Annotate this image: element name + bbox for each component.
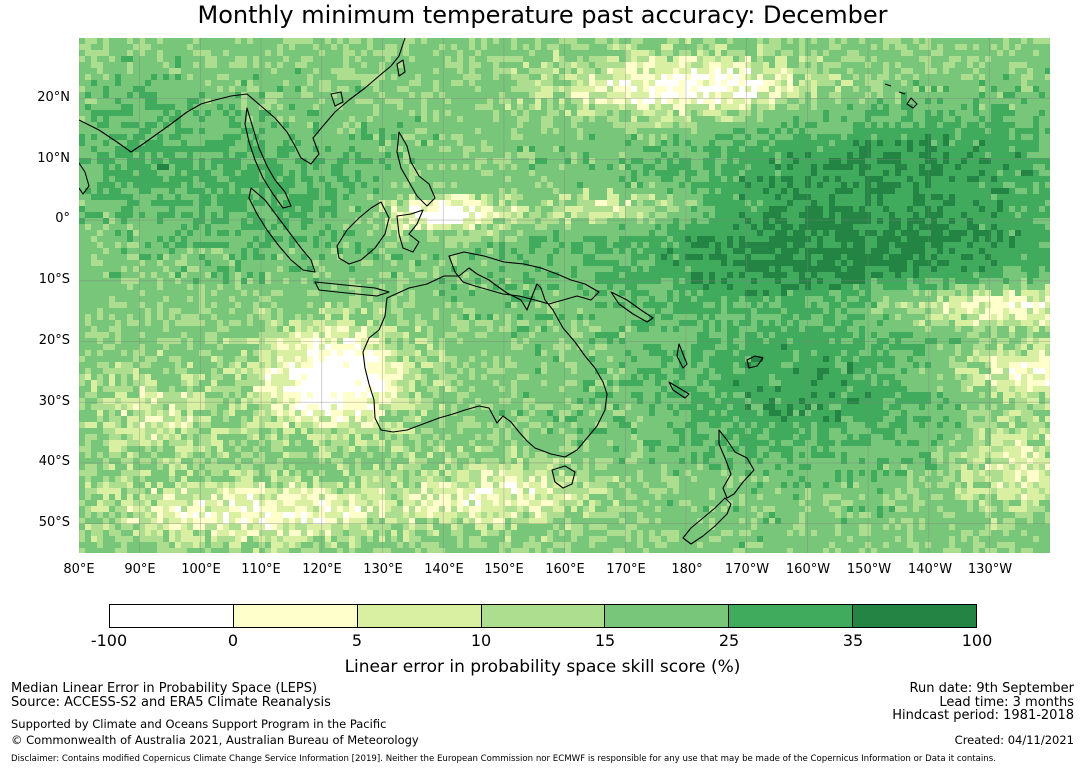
coastline-borneo (336, 201, 390, 265)
coastline-nz-south (682, 497, 732, 545)
lead-time-text: Lead time: 3 months (939, 695, 1074, 710)
copyright-text: © Commonwealth of Australia 2021, Austra… (11, 733, 419, 747)
colorbar-segment-1 (110, 605, 234, 627)
coastline-new-guinea (448, 251, 600, 305)
created-text: Created: 04/11/2021 (954, 733, 1074, 747)
source-text: Source: ACCESS-S2 and ERA5 Climate Reana… (11, 695, 331, 710)
coastlines (79, 38, 918, 545)
lon-label-170e: 170°E (606, 562, 646, 577)
colorbar (109, 604, 977, 628)
lat-label-10n: 10°N (37, 151, 70, 166)
lon-label-110e: 110°E (241, 562, 281, 577)
coastline-malay-peninsula (244, 107, 292, 209)
colorbar-tick-0: 0 (227, 631, 239, 650)
coastline-solomons (610, 291, 654, 323)
lon-label-130e: 130°E (363, 562, 403, 577)
coastline-australia (362, 267, 608, 458)
method-text: Median Linear Error in Probability Space… (11, 681, 318, 696)
chart-title: Monthly minimum temperature past accurac… (197, 1, 888, 29)
coastline-java (314, 281, 390, 297)
coastline-hainan (330, 91, 344, 107)
lon-label-80e: 80°E (63, 562, 95, 577)
lat-label-0: 0° (55, 211, 70, 226)
coastline-india (79, 162, 90, 195)
coastline-new-caledonia (668, 381, 690, 399)
colorbar-tick-m100: -100 (90, 631, 128, 650)
colorbar-segment-3 (357, 605, 482, 627)
lon-label-140w: 140°W (907, 562, 953, 577)
coastline-vanuatu (676, 343, 688, 369)
run-date-text: Run date: 9th September (909, 681, 1074, 696)
coastline-sumatra (248, 187, 316, 273)
colorbar-tick-35: 35 (842, 631, 864, 650)
lat-label-50s: 50°S (38, 515, 70, 530)
colorbar-segment-6 (729, 605, 854, 627)
coastline-fiji (746, 355, 764, 369)
lon-label-150w: 150°W (846, 562, 892, 577)
coastline-hawaii (884, 83, 918, 109)
lon-label-150e: 150°E (484, 562, 524, 577)
support-text: Supported by Climate and Oceans Support … (11, 717, 387, 731)
colorbar-tick-100: 100 (961, 631, 993, 650)
coastline-mainland-asia (79, 38, 406, 165)
skill-map (79, 38, 1050, 553)
hindcast-text: Hindcast period: 1981-2018 (892, 708, 1074, 723)
colorbar-tick-25: 25 (718, 631, 740, 650)
lon-label-120e: 120°E (302, 562, 342, 577)
coastline-philippines (396, 131, 436, 207)
lat-label-20n: 20°N (37, 90, 70, 105)
colorbar-segment-2 (233, 605, 358, 627)
lon-label-140e: 140°E (424, 562, 464, 577)
lat-label-30s: 30°S (38, 394, 70, 409)
colorbar-segment-4 (481, 605, 606, 627)
lat-label-10s: 10°S (38, 272, 70, 287)
colorbar-tick-15: 15 (594, 631, 616, 650)
disclaimer-text: Disclaimer: Contains modified Copernicus… (11, 754, 996, 764)
lat-label-20s: 20°S (38, 333, 70, 348)
coastline-nz-north (718, 429, 755, 499)
coastline-tasmania (551, 465, 576, 489)
lon-label-100e: 100°E (181, 562, 221, 577)
lon-label-170w: 170°W (724, 562, 770, 577)
lon-label-160e: 160°E (545, 562, 585, 577)
map-gridlines (79, 38, 1050, 553)
colorbar-tick-10: 10 (470, 631, 492, 650)
coastline-sulawesi (396, 209, 424, 253)
coastline-taiwan (396, 59, 406, 77)
colorbar-segment-7 (853, 605, 977, 627)
lat-label-40s: 40°S (38, 454, 70, 469)
lon-label-180: 180° (671, 562, 703, 577)
skill-field (79, 38, 1050, 553)
lon-label-90e: 90°E (124, 562, 156, 577)
colorbar-tick-5: 5 (351, 631, 363, 650)
lon-label-130w: 130°W (967, 562, 1013, 577)
colorbar-label: Linear error in probability space skill … (344, 657, 741, 677)
colorbar-segment-5 (605, 605, 730, 627)
lon-label-160w: 160°W (785, 562, 831, 577)
